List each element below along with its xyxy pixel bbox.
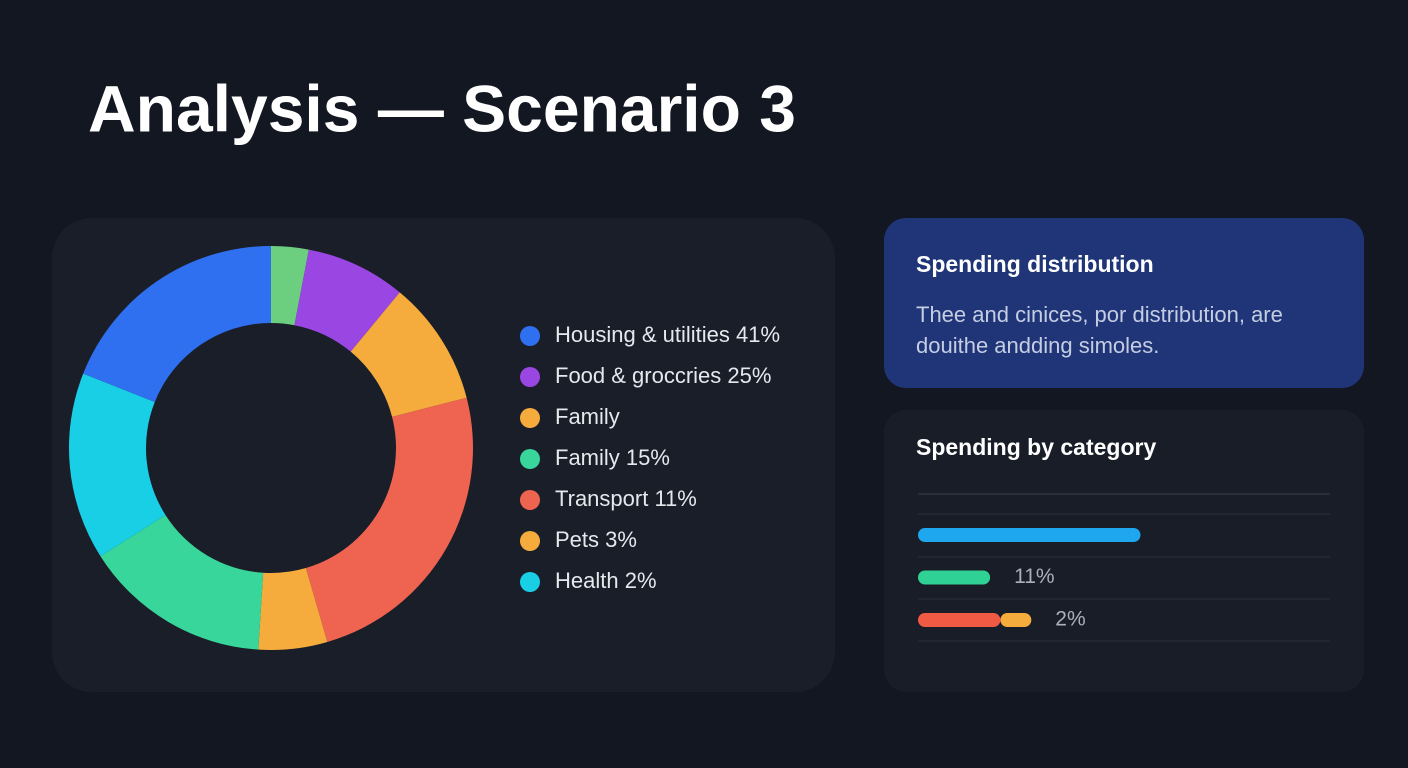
legend-label: Pets 3% — [555, 527, 637, 552]
legend-dot — [520, 367, 540, 387]
row-label: 11% — [1014, 565, 1054, 588]
donut-slice — [258, 568, 328, 650]
legend-dot — [520, 572, 540, 592]
legend-dot — [520, 531, 540, 551]
donut-slice — [100, 514, 264, 650]
legend-dot — [520, 326, 540, 346]
row-label: 2% — [1055, 608, 1085, 631]
legend-label: Health 2% — [555, 568, 657, 593]
bar-segment — [918, 570, 991, 585]
bar-title: Spending by category — [916, 434, 1156, 460]
legend-dot — [520, 449, 540, 469]
legend-dot — [520, 408, 540, 428]
donut-slice — [271, 246, 309, 326]
bar-segment — [918, 613, 1001, 627]
bar-segment — [918, 528, 1141, 542]
legend-label: Transport 11% — [555, 486, 697, 511]
donut-slice — [305, 397, 473, 642]
donut-slice — [350, 292, 467, 417]
legend-label: Housing & utilities 41% — [555, 322, 780, 347]
donut-slice — [83, 245, 271, 402]
legend-label: Family — [555, 404, 620, 429]
info-title: Spending distribution — [916, 251, 1154, 277]
info-card — [884, 218, 1364, 388]
bar-segment — [1000, 613, 1032, 627]
donut-slice — [69, 373, 166, 557]
info-text: douithe andding simoles. — [916, 333, 1159, 358]
donut-slice — [294, 249, 400, 352]
legend-dot — [520, 490, 540, 510]
legend-label: Food & groccries 25% — [555, 363, 771, 388]
legend-label: Family 15% — [555, 445, 670, 470]
info-text: Thee and cinices, por distribution, are — [916, 302, 1283, 327]
page-title: Analysis — Scenario 3 — [88, 71, 796, 145]
